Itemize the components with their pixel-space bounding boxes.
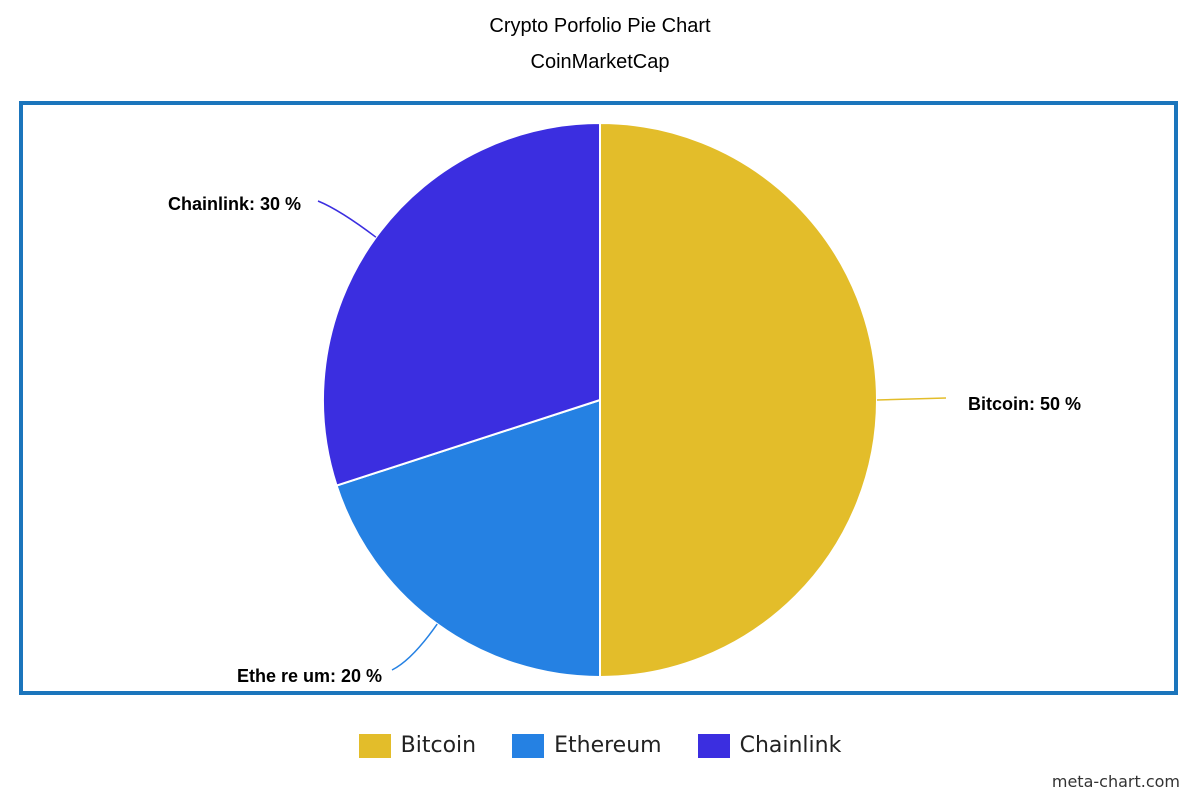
- slice-labels: Bitcoin: 50 % Ethe re um: 20 % Chainlink: …: [168, 194, 1081, 686]
- legend-label-bitcoin: Bitcoin: [400, 733, 477, 758]
- credit-link[interactable]: meta-chart.com: [1051, 772, 1180, 791]
- legend-label-ethereum: Ethereum: [554, 733, 662, 758]
- legend-swatch-bitcoin: [358, 733, 391, 758]
- pie-slice-bitcoin[interactable]: [599, 121, 878, 679]
- legend: Bitcoin Ethereum Chainlink: [0, 733, 1200, 758]
- leader-line-ethereum: [391, 623, 438, 671]
- leader-line-chainlink: [317, 200, 377, 238]
- legend-label-chainlink: Chainlink: [739, 733, 842, 758]
- legend-item-ethereum[interactable]: Ethereum: [512, 733, 662, 758]
- leader-line-bitcoin: [876, 397, 947, 401]
- chart-subtitle: CoinMarketCap: [530, 51, 670, 73]
- slice-label-chainlink: Chainlink: 30 %: [168, 194, 301, 214]
- legend-item-chainlink[interactable]: Chainlink: [697, 733, 842, 758]
- legend-swatch-ethereum: [512, 733, 545, 758]
- leader-lines: [317, 200, 947, 671]
- slice-label-ethereum: Ethe re um: 20 %: [237, 666, 382, 686]
- slice-label-bitcoin: Bitcoin: 50 %: [968, 394, 1081, 414]
- legend-item-bitcoin[interactable]: Bitcoin: [358, 733, 477, 758]
- pie-slices: [322, 121, 878, 679]
- chart-title: Crypto Porfolio Pie Chart: [489, 15, 711, 37]
- legend-swatch-chainlink: [697, 733, 730, 758]
